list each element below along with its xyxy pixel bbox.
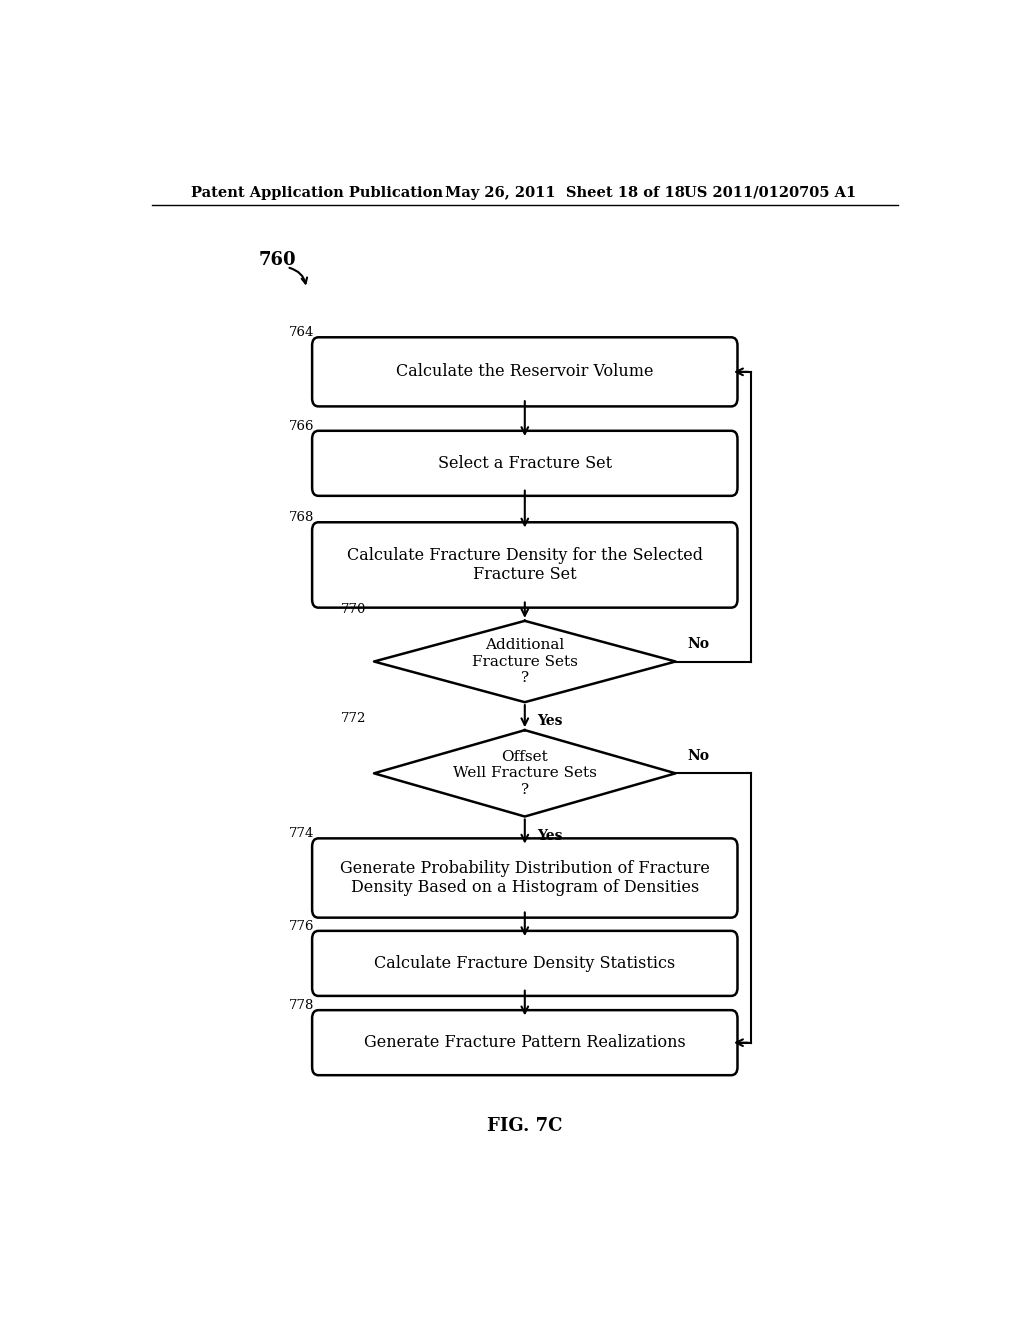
Text: FIG. 7C: FIG. 7C	[487, 1117, 562, 1135]
Text: 772: 772	[341, 711, 367, 725]
Text: Generate Probability Distribution of Fracture
Density Based on a Histogram of De: Generate Probability Distribution of Fra…	[340, 859, 710, 896]
Text: Offset
Well Fracture Sets
?: Offset Well Fracture Sets ?	[453, 750, 597, 796]
Text: 776: 776	[289, 920, 314, 933]
FancyBboxPatch shape	[312, 931, 737, 995]
FancyBboxPatch shape	[312, 1010, 737, 1076]
Text: 770: 770	[341, 603, 367, 615]
Text: 764: 764	[289, 326, 314, 339]
FancyBboxPatch shape	[312, 430, 737, 496]
Text: 774: 774	[289, 828, 314, 841]
FancyBboxPatch shape	[312, 338, 737, 407]
Text: Patent Application Publication: Patent Application Publication	[191, 186, 443, 199]
Text: Yes: Yes	[537, 714, 562, 729]
FancyBboxPatch shape	[312, 523, 737, 607]
Text: Calculate Fracture Density Statistics: Calculate Fracture Density Statistics	[374, 954, 676, 972]
Text: 766: 766	[289, 420, 314, 433]
Text: Generate Fracture Pattern Realizations: Generate Fracture Pattern Realizations	[364, 1034, 686, 1051]
Text: 778: 778	[289, 999, 314, 1012]
Text: 768: 768	[289, 511, 314, 524]
FancyBboxPatch shape	[312, 838, 737, 917]
Text: Select a Fracture Set: Select a Fracture Set	[437, 455, 612, 471]
Text: May 26, 2011  Sheet 18 of 18: May 26, 2011 Sheet 18 of 18	[445, 186, 685, 199]
Text: Calculate the Reservoir Volume: Calculate the Reservoir Volume	[396, 363, 653, 380]
Text: Yes: Yes	[537, 829, 562, 842]
Text: Calculate Fracture Density for the Selected
Fracture Set: Calculate Fracture Density for the Selec…	[347, 546, 702, 583]
Text: US 2011/0120705 A1: US 2011/0120705 A1	[684, 186, 856, 199]
Text: No: No	[687, 638, 710, 651]
Text: Additional
Fracture Sets
?: Additional Fracture Sets ?	[472, 639, 578, 685]
Text: No: No	[687, 750, 710, 763]
Text: 760: 760	[259, 251, 297, 269]
